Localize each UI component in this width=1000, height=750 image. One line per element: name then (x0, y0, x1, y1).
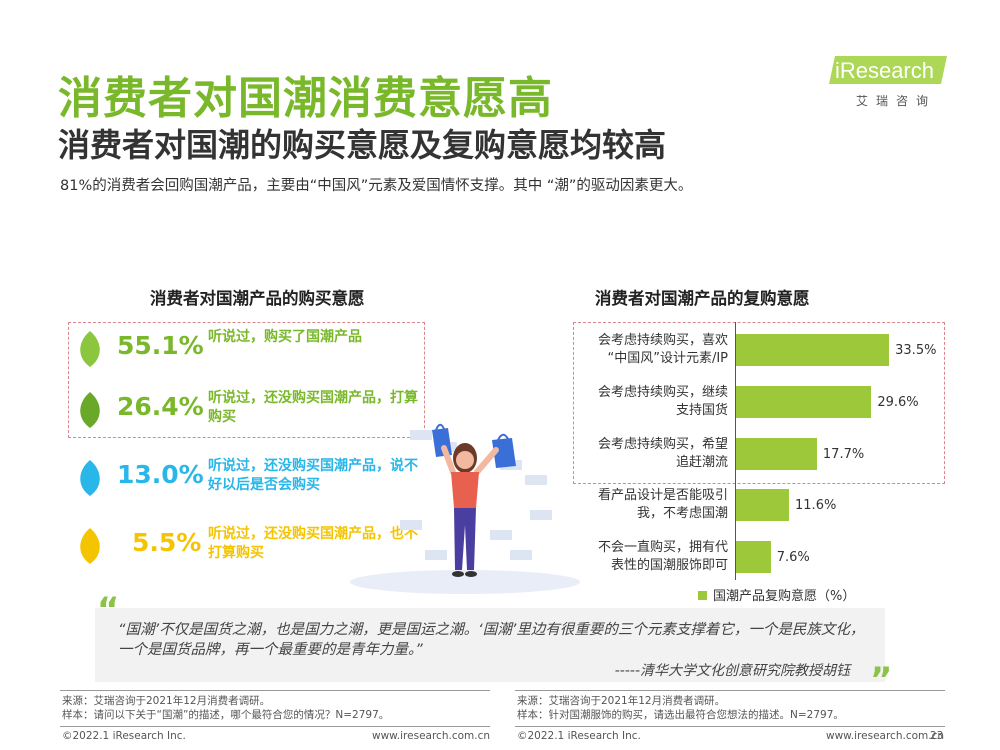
footnote-source: 来源：艾瑞咨询于2021年12月消费者调研。 (62, 695, 271, 707)
footnote-divider (60, 690, 490, 691)
footer-url: www.iresearch.com.cn (372, 730, 491, 742)
intent-item: 55.1% 听说过，购买了国潮产品 (75, 323, 425, 373)
bar-category-line: 会考虑持续购买，喜欢 (597, 333, 728, 348)
legend-swatch (698, 591, 707, 600)
footnote-source: 来源：艾瑞咨询于2021年12月消费者调研。 (517, 695, 726, 707)
iresearch-logo: iResearch 艾瑞咨询 (820, 52, 947, 112)
logo-cn: 艾瑞咨询 (855, 94, 936, 108)
bar-category-line: 追赶潮流 (675, 455, 728, 470)
summary-text: 81%的消费者会回购国潮产品，主要由“中国风”元素及爱国情怀支撑。其中 “潮”的… (60, 178, 693, 194)
bar-value-label: 33.5% (895, 343, 937, 358)
bar (736, 386, 872, 418)
footer-copyright: ©2022.1 iResearch Inc. (517, 730, 641, 742)
chart-legend: 国潮产品复购意愿（%） (698, 585, 855, 604)
footer-divider (60, 726, 490, 727)
leaf-icon (80, 392, 100, 428)
bar-value-label: 17.7% (822, 447, 865, 462)
page-subtitle: 消费者对国潮的购买意愿及复购意愿均较高 (58, 126, 667, 164)
intent-pct: 26.4% (117, 392, 204, 421)
page-number: 23 (930, 730, 944, 742)
footer-url: www.iresearch.com.cn (826, 730, 945, 742)
bar-axis (735, 322, 736, 580)
bar (736, 541, 771, 573)
footnote-right: 来源：艾瑞咨询于2021年12月消费者调研。 样本：针对国潮服饰的购买，请选出最… (517, 694, 844, 722)
bar-category-line: 我，不考虑国潮 (636, 506, 728, 521)
logo-brand: iResearch (834, 58, 934, 83)
intent-item: 26.4% 听说过，还没购买国潮产品，打算购买 (75, 384, 425, 434)
footnote-left: 来源：艾瑞咨询于2021年12月消费者调研。 样本：请问以下关于“国潮”的描述，… (62, 694, 389, 722)
left-panel-title: 消费者对国潮产品的购买意愿 (150, 289, 365, 308)
bar (736, 489, 790, 521)
right-panel-title: 消费者对国潮产品的复购意愿 (595, 289, 810, 308)
bar-category-line: 表性的国潮服饰即可 (610, 558, 728, 573)
leaf-icon (80, 528, 100, 564)
leaf-icon (80, 331, 100, 367)
bar-value-label: 11.6% (795, 498, 837, 513)
highlight-box-left (68, 322, 425, 438)
legend-label: 国潮产品复购意愿（%） (713, 589, 856, 604)
quote-close-icon: ” (870, 660, 893, 700)
bar-category-label: 会考虑持续购买，继续支持国货 (578, 384, 728, 420)
quote-text: “国潮’不仅是国货之潮，也是国力之潮，更是国运之潮。‘国潮’里边有很重要的三个元… (118, 622, 865, 658)
bar (736, 438, 817, 470)
page-title: 消费者对国潮消费意愿高 (58, 73, 553, 124)
intent-item: 5.5% 听说过，还没购买国潮产品，也不打算购买 (75, 520, 425, 570)
intent-desc: 听说过，还没购买国潮产品，打算购买 (208, 390, 418, 425)
footer-divider (515, 726, 945, 727)
intent-pct: 13.0% (117, 460, 204, 489)
footnote-divider (515, 690, 945, 691)
intent-desc: 听说过，还没购买国潮产品，说不好以后是否会购买 (208, 458, 418, 493)
bar-category-line: 不会一直购买，拥有代 (597, 540, 728, 555)
bar-category-label: 不会一直购买，拥有代表性的国潮服饰即可 (578, 539, 728, 575)
intent-item: 13.0% 听说过，还没购买国潮产品，说不好以后是否会购买 (75, 452, 425, 502)
quote-box (95, 608, 885, 682)
bar-category-label: 会考虑持续购买，希望追赶潮流 (578, 436, 728, 472)
bar-value-label: 7.6% (776, 550, 810, 565)
intent-pct: 55.1% (117, 331, 204, 360)
quote-open-icon: “ (97, 590, 120, 630)
bar-category-line: “中国风”设计元素/IP (607, 351, 728, 366)
footer-copyright: ©2022.1 iResearch Inc. (62, 730, 186, 742)
bar-category-line: 会考虑持续购买，希望 (597, 437, 728, 452)
intent-pct: 5.5% (132, 528, 202, 557)
shopper-illustration (350, 423, 580, 594)
highlight-box-right (573, 322, 945, 484)
bar-category-line: 看产品设计是否能吸引 (597, 488, 728, 503)
bar-category-line: 支持国货 (675, 403, 728, 418)
bar-value-label: 29.6% (877, 395, 919, 410)
footnote-sample: 样本：针对国潮服饰的购买，请选出最符合您想法的描述。N=2797。 (517, 709, 844, 721)
intent-desc: 听说过，购买了国潮产品 (208, 329, 362, 345)
bar-category-label: 会考虑持续购买，喜欢 “中国风”设计元素/IP (578, 332, 728, 368)
bar-category-label: 看产品设计是否能吸引我，不考虑国潮 (578, 487, 728, 523)
footnote-sample: 样本：请问以下关于“国潮”的描述，哪个最符合您的情况？N=2797。 (62, 709, 390, 721)
intent-desc: 听说过，还没购买国潮产品，也不打算购买 (208, 526, 418, 561)
leaf-icon (80, 460, 100, 496)
bar (736, 334, 890, 366)
quote-author: -----清华大学文化创意研究院教授胡钰 (614, 663, 850, 679)
bar-category-line: 会考虑持续购买，继续 (597, 385, 728, 400)
